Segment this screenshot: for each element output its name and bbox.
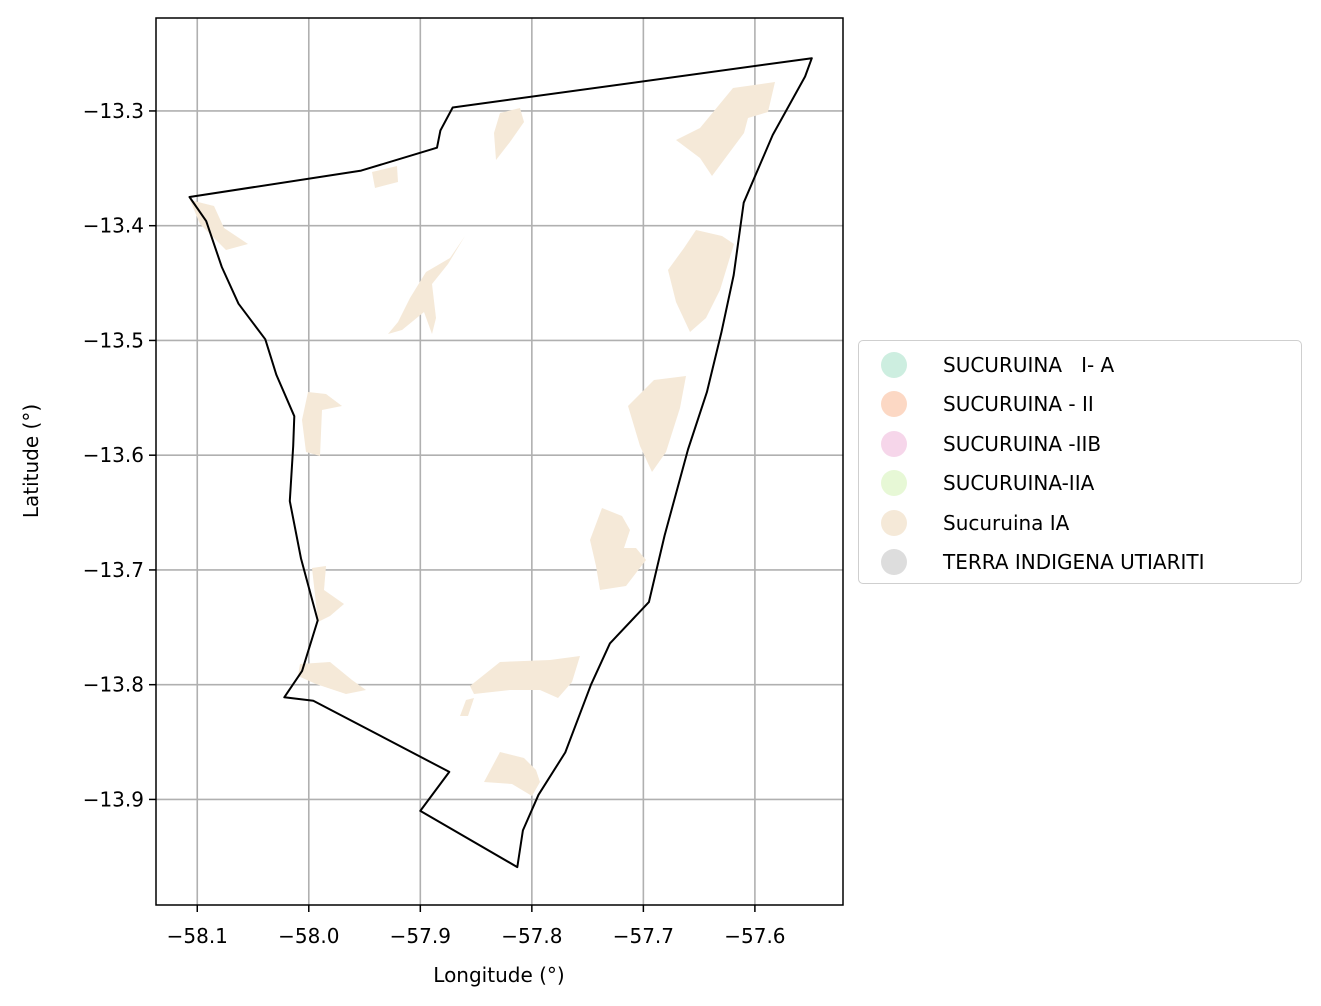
y-tick-label: −13.3 <box>83 99 144 123</box>
y-tick-label: −13.9 <box>83 787 144 811</box>
patch-south-bottom <box>484 752 540 796</box>
x-axis-label: Longitude (°) <box>433 963 564 987</box>
legend-label: TERRA INDIGENA UTIARITI <box>943 550 1205 575</box>
patch-west-lower <box>312 566 344 622</box>
patch-south-small <box>460 698 474 716</box>
x-tick-label: −58.1 <box>167 924 228 948</box>
y-tick-label: −13.6 <box>83 443 144 467</box>
y-tick-label: −13.4 <box>83 214 144 238</box>
patch-south-center <box>470 656 580 698</box>
patch-north-left <box>372 166 398 188</box>
patch-east-mid <box>628 376 686 472</box>
legend-label: SUCURUINA - II <box>943 392 1094 417</box>
y-axis-label: Latitude (°) <box>19 404 43 518</box>
legend-item: SUCURUINA-IIA <box>859 464 1301 504</box>
legend-marker <box>881 549 907 576</box>
patch-east-lower <box>590 508 646 590</box>
legend-marker <box>881 470 907 497</box>
patch-north-center <box>494 108 524 160</box>
y-tick-label: −13.8 <box>83 673 144 697</box>
legend-item: SUCURUINA - II <box>859 385 1301 425</box>
legend-label: Sucuruina IA <box>943 510 1070 535</box>
x-tick-label: −57.7 <box>613 924 674 948</box>
patch-east-upper <box>668 230 734 332</box>
y-tick-label: −13.5 <box>83 328 144 352</box>
axes-frame <box>155 17 844 906</box>
legend: SUCURUINA I- A SUCURUINA - II SUCURUINA … <box>858 340 1302 584</box>
legend-item: TERRA INDIGENA UTIARITI <box>859 543 1301 583</box>
x-tick-label: −58.0 <box>278 924 339 948</box>
sucuruina-ia-patches <box>190 82 775 796</box>
x-axis-ticks: −58.1 −58.0 −57.9 −57.8 −57.7 −57.6 <box>167 905 786 948</box>
legend-item: SUCURUINA I- A <box>859 345 1301 385</box>
patch-center-strip <box>388 236 465 334</box>
legend-label: SUCURUINA-IIA <box>943 471 1095 496</box>
legend-marker <box>881 351 907 378</box>
x-tick-label: −57.9 <box>390 924 451 948</box>
grid-lines <box>156 18 843 905</box>
legend-marker <box>881 509 907 536</box>
legend-marker <box>881 391 907 418</box>
patch-west-mid <box>302 392 342 456</box>
patch-north-west <box>190 200 248 250</box>
legend-label: SUCURUINA I- A <box>943 352 1115 377</box>
patch-north-east <box>676 82 775 176</box>
x-tick-label: −57.6 <box>724 924 785 948</box>
y-axis-ticks: −13.3 −13.4 −13.5 −13.6 −13.7 −13.8 −13.9 <box>83 99 156 811</box>
x-tick-label: −57.8 <box>501 924 562 948</box>
patch-south-west <box>298 662 366 694</box>
y-tick-label: −13.7 <box>83 558 144 582</box>
legend-marker <box>881 430 907 457</box>
map-axes: −58.1 −58.0 −57.9 −57.8 −57.7 −57.6 −13.3−13.… <box>19 17 844 987</box>
legend-label: SUCURUINA -IIB <box>943 431 1102 456</box>
territory-boundary <box>188 57 813 869</box>
legend-item: SUCURUINA -IIB <box>859 424 1301 464</box>
legend-item: Sucuruina IA <box>859 503 1301 543</box>
